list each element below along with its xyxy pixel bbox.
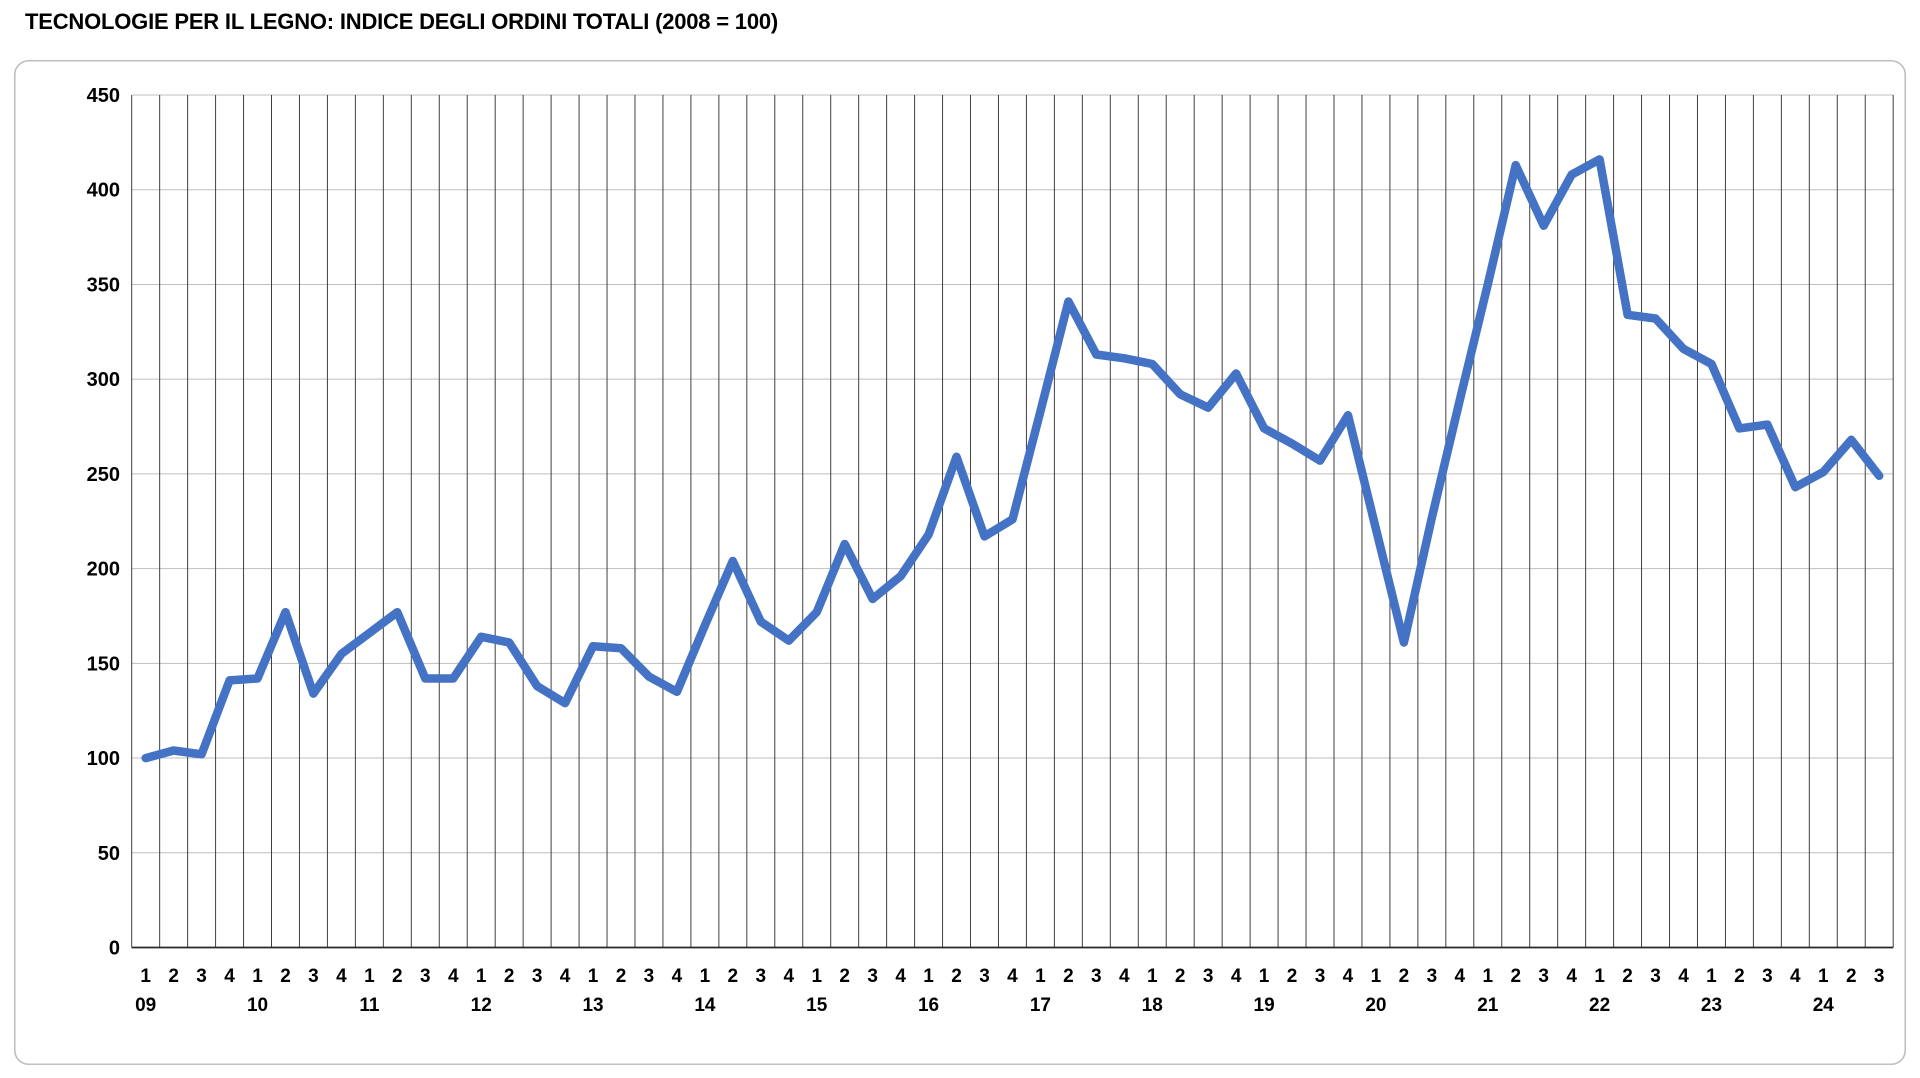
- x-quarter-label: 1: [1706, 966, 1717, 987]
- x-quarter-label: 2: [1846, 966, 1857, 987]
- x-quarter-label: 2: [1287, 966, 1298, 987]
- x-quarter-label: 1: [811, 966, 822, 987]
- x-quarter-label: 2: [728, 966, 739, 987]
- x-quarter-label: 2: [504, 966, 515, 987]
- x-quarter-label: 1: [1035, 966, 1046, 987]
- x-quarter-label: 4: [560, 966, 571, 987]
- x-quarter-label: 3: [1538, 966, 1549, 987]
- x-quarter-label: 2: [392, 966, 403, 987]
- x-year-label: 11: [359, 995, 380, 1016]
- y-tick-label: 250: [87, 464, 120, 486]
- x-quarter-label: 3: [1203, 966, 1214, 987]
- x-quarter-label: 1: [1259, 966, 1270, 987]
- x-year-label: 09: [135, 995, 156, 1016]
- y-tick-label: 200: [87, 559, 120, 581]
- x-quarter-label: 4: [783, 966, 794, 987]
- x-quarter-label: 4: [1119, 966, 1130, 987]
- x-quarter-label: 3: [420, 966, 431, 987]
- x-quarter-label: 1: [1818, 966, 1829, 987]
- x-year-label: 13: [582, 995, 603, 1016]
- x-quarter-label: 3: [1762, 966, 1773, 987]
- x-quarter-label: 4: [1231, 966, 1242, 987]
- x-quarter-label: 3: [644, 966, 655, 987]
- y-tick-label: 50: [98, 843, 120, 865]
- y-tick-label: 300: [87, 369, 120, 391]
- orders-index-series-line: [141, 155, 1884, 763]
- x-quarter-label: 2: [168, 966, 179, 987]
- x-year-label: 16: [918, 995, 939, 1016]
- x-quarter-label: 3: [532, 966, 543, 987]
- x-quarter-label: 3: [867, 966, 878, 987]
- x-quarter-label: 2: [839, 966, 850, 987]
- x-quarter-label: 2: [1399, 966, 1410, 987]
- y-tick-label: 150: [87, 653, 120, 675]
- x-quarter-label: 4: [1678, 966, 1689, 987]
- x-quarter-label: 4: [1007, 966, 1018, 987]
- x-quarter-label: 4: [336, 966, 347, 987]
- x-year-label: 22: [1589, 995, 1610, 1016]
- x-quarter-label: 4: [1566, 966, 1577, 987]
- x-year-label: 10: [247, 995, 268, 1016]
- x-quarter-label: 4: [1343, 966, 1354, 987]
- x-quarter-label: 2: [1734, 966, 1745, 987]
- x-quarter-label: 3: [1315, 966, 1326, 987]
- x-quarter-label: 2: [1175, 966, 1186, 987]
- x-quarter-label: 1: [700, 966, 711, 987]
- x-quarter-label: 1: [1371, 966, 1382, 987]
- x-quarter-label: 3: [979, 966, 990, 987]
- x-year-label: 18: [1142, 995, 1163, 1016]
- x-quarter-label: 4: [224, 966, 235, 987]
- y-tick-label: 0: [109, 938, 120, 960]
- x-year-label: 20: [1365, 995, 1386, 1016]
- x-quarter-label: 1: [1594, 966, 1605, 987]
- y-tick-label: 450: [87, 85, 120, 107]
- y-tick-label: 400: [87, 180, 120, 202]
- x-quarter-label: 4: [1790, 966, 1801, 987]
- x-quarter-label: 1: [252, 966, 263, 987]
- x-quarter-label: 3: [756, 966, 767, 987]
- x-quarter-label: 3: [1650, 966, 1661, 987]
- y-tick-label: 100: [87, 748, 120, 770]
- x-quarter-label: 3: [1874, 966, 1885, 987]
- x-year-label: 15: [806, 995, 828, 1016]
- x-quarter-label: 1: [588, 966, 599, 987]
- x-quarter-label: 4: [672, 966, 683, 987]
- x-quarter-label: 4: [895, 966, 906, 987]
- x-quarter-label: 1: [364, 966, 375, 987]
- x-quarter-label: 2: [1063, 966, 1074, 987]
- x-quarter-label: 4: [1455, 966, 1466, 987]
- x-year-label: 19: [1254, 995, 1275, 1016]
- x-quarter-label: 1: [1147, 966, 1158, 987]
- x-quarter-label: 2: [1622, 966, 1633, 987]
- x-year-label: 14: [694, 995, 716, 1016]
- x-quarter-label: 3: [196, 966, 207, 987]
- x-quarter-label: 3: [1427, 966, 1438, 987]
- x-quarter-label: 2: [280, 966, 291, 987]
- x-quarter-label: 3: [1091, 966, 1102, 987]
- x-quarter-label: 2: [1510, 966, 1521, 987]
- chart-frame: [13, 59, 1907, 1066]
- x-year-label: 12: [471, 995, 492, 1016]
- x-year-label: 17: [1030, 995, 1051, 1016]
- x-quarter-label: 4: [448, 966, 459, 987]
- x-year-label: 24: [1813, 995, 1835, 1016]
- x-year-label: 21: [1477, 995, 1499, 1016]
- x-quarter-label: 1: [923, 966, 934, 987]
- x-quarter-label: 2: [951, 966, 962, 987]
- x-year-label: 23: [1701, 995, 1722, 1016]
- x-quarter-label: 1: [140, 966, 151, 987]
- x-quarter-label: 1: [476, 966, 487, 987]
- chart-title: TECNOLOGIE PER IL LEGNO: INDICE DEGLI OR…: [25, 9, 779, 34]
- y-tick-label: 350: [87, 274, 120, 296]
- x-quarter-label: 3: [308, 966, 319, 987]
- x-quarter-label: 2: [616, 966, 627, 987]
- x-quarter-label: 1: [1482, 966, 1493, 987]
